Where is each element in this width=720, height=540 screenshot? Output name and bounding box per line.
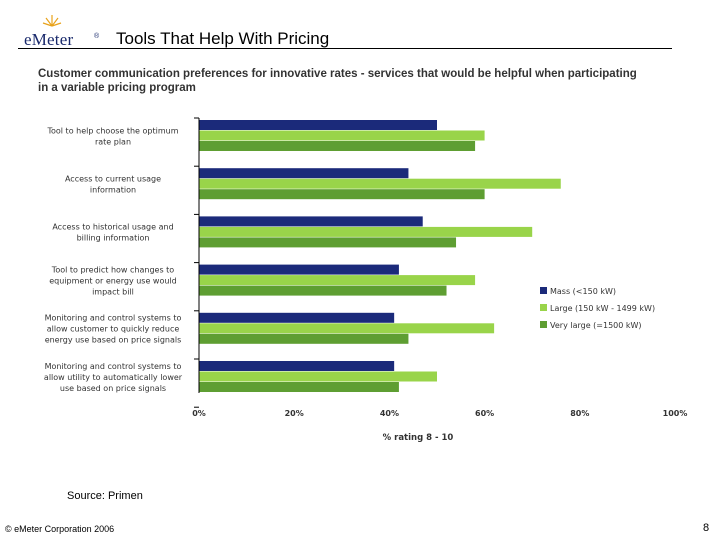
bar-5-series-3: [199, 333, 409, 344]
x-tick-label-1: 20%: [285, 409, 304, 418]
category-label-4: Tool to predict how changes to equipment …: [49, 265, 177, 296]
x-tick-label-5: 100%: [663, 409, 688, 418]
category-label-1: Tool to help choose the optimum rate plan: [46, 126, 178, 146]
category-label-3: Access to historical usage and billing in…: [52, 223, 173, 243]
bar-4-series-2: [199, 275, 476, 286]
x-tick-label-2: 40%: [380, 409, 399, 418]
bar-2-series-2: [199, 178, 561, 189]
legend-label-2: Large (150 kW - 1499 kW): [550, 304, 655, 313]
copyright-text: © eMeter Corporation 2006: [5, 524, 115, 534]
bar-3-series-2: [199, 226, 533, 237]
chart-title: Customer communication preferences for i…: [38, 68, 637, 94]
legend-label-1: Mass (<150 kW): [550, 287, 616, 296]
bar-4-series-1: [199, 264, 399, 275]
x-tick-labels: 0% 20% 40% 60% 80% 100%: [192, 409, 687, 418]
x-axis-label: % rating 8 - 10: [383, 433, 454, 443]
category-label-6: Monitoring and control systems to allow u…: [44, 362, 183, 393]
sun-logo-icon: [42, 15, 62, 27]
legend: Mass (<150 kW) Large (150 kW - 1499 kW) Ve…: [540, 287, 655, 330]
bar-5-series-2: [199, 323, 495, 334]
category-label-5: Monitoring and control systems to allow c…: [45, 314, 182, 345]
logo-trademark: ®: [94, 33, 100, 40]
legend-swatch-1: [540, 287, 547, 294]
bar-4-series-3: [199, 285, 447, 296]
y-axis-ticks: [194, 117, 199, 408]
bar-6-series-2: [199, 371, 437, 382]
legend-swatch-2: [540, 304, 547, 311]
page-title: Tools That Help With Pricing: [116, 29, 330, 48]
bar-3-series-1: [199, 216, 423, 227]
category-labels: Tool to help choose the optimum rate plan…: [44, 126, 183, 393]
legend-swatch-3: [540, 321, 547, 328]
bar-1-series-1: [199, 120, 437, 130]
page-number: 8: [703, 522, 710, 534]
x-tick-label-4: 80%: [570, 409, 589, 418]
x-tick-label-3: 60%: [475, 409, 494, 418]
bar-6-series-3: [199, 382, 399, 392]
x-tick-label-0: 0%: [192, 409, 206, 418]
bar-2-series-3: [199, 189, 485, 200]
bar-1-series-2: [199, 130, 485, 141]
category-label-2: Access to current usage information: [65, 174, 161, 194]
legend-label-3: Very large (=1500 kW): [550, 321, 642, 330]
bar-5-series-1: [199, 312, 395, 323]
bar-6-series-1: [199, 361, 395, 371]
bar-3-series-3: [199, 237, 457, 248]
bars: [199, 120, 561, 392]
title-divider: [18, 48, 672, 49]
bar-2-series-1: [199, 168, 409, 179]
logo-text: eMeter: [24, 30, 74, 49]
source-note: Source: Primen: [67, 490, 143, 502]
bar-1-series-3: [199, 141, 476, 151]
